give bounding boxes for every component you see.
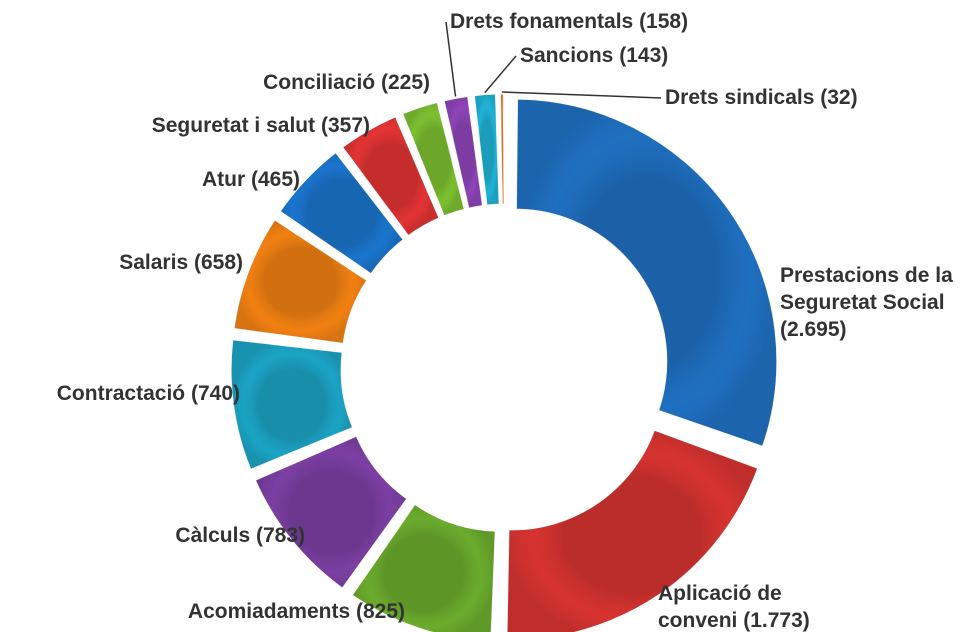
category-name: Drets fonamentals [450, 10, 634, 33]
value-label: (740) [190, 382, 240, 405]
value-label: (2.695) [780, 318, 847, 341]
category-name: Contractació [56, 382, 186, 405]
value-label: (1.773) [743, 609, 810, 632]
category-name: Atur [201, 168, 246, 191]
slice-label: Drets sindicals (32) [665, 84, 858, 111]
value-label: (825) [355, 600, 405, 623]
slice-label: Contractació (740) [57, 380, 240, 407]
value-label: (225) [380, 71, 430, 94]
category-name: Càlculs [175, 524, 251, 547]
category-name: Salaris [119, 251, 189, 274]
slice-label: Prestacions de la Seguretat Social (2.69… [780, 262, 966, 343]
category-name: Acomiadaments [187, 600, 351, 623]
slice-label: Conciliació (225) [263, 69, 430, 96]
value-label: (32) [820, 86, 858, 109]
donut-segment [499, 93, 505, 205]
leader-line [501, 91, 662, 99]
slice-label: Seguretat i salut (357) [152, 112, 370, 139]
slice-label: Atur (465) [202, 166, 300, 193]
slice-label: Acomiadaments (825) [188, 598, 405, 625]
category-name: Drets sindicals [665, 86, 815, 109]
category-name: Aplicació de conveni [658, 582, 788, 632]
category-name: Sancions [520, 44, 614, 67]
slice-label: Drets fonamentals (158) [450, 8, 688, 35]
slice-label: Càlculs (783) [175, 522, 305, 549]
slice-label: Aplicació de conveni (1.773) [658, 580, 848, 632]
value-label: (158) [639, 10, 689, 33]
value-label: (783) [255, 524, 305, 547]
value-label: (658) [193, 251, 243, 274]
category-name: Conciliació [263, 71, 376, 94]
leader-line [484, 55, 517, 94]
value-label: (143) [619, 44, 669, 67]
value-label: (357) [320, 114, 370, 137]
category-name: Seguretat i salut [151, 114, 316, 137]
slice-label: Salaris (658) [119, 249, 243, 276]
slice-label: Sancions (143) [520, 42, 668, 69]
category-name: Prestacions de la Seguretat Social [780, 264, 959, 314]
donut-segment [515, 98, 778, 447]
leader-line [445, 21, 457, 97]
value-label: (465) [250, 168, 300, 191]
